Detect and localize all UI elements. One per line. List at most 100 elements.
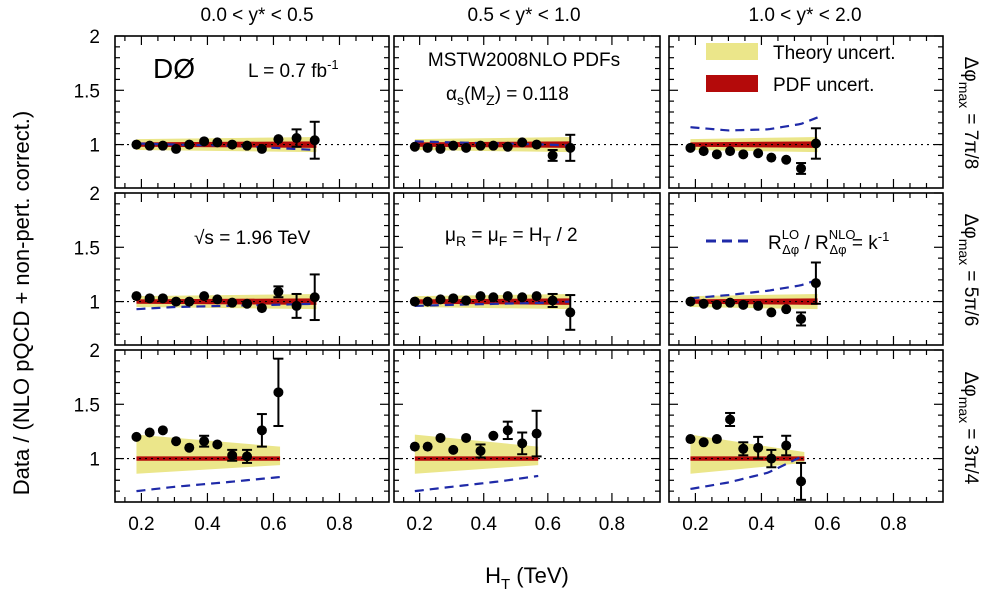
data-point-r2c0-10 (273, 387, 284, 398)
kfactor-line-r1c1 (414, 300, 571, 308)
data-point-r2c1-5 (475, 445, 486, 456)
data-point-r0c0-10 (273, 134, 284, 145)
svg-text:Δφmax = 3π/4: Δφmax = 3π/4 (956, 372, 981, 485)
data-point-r2c0-5 (199, 436, 210, 447)
data-point-r0c1-9 (531, 139, 542, 150)
data-point-r1c1-0 (409, 296, 420, 307)
y-tick-label-r2c0-1: 1.5 (74, 395, 100, 416)
kfactor-line-r1c2 (690, 278, 818, 300)
data-point-r0c1-8 (517, 137, 528, 148)
data-point-r0c1-4 (461, 142, 472, 153)
x-tick-label-r2c1-0: 0.2 (406, 514, 432, 535)
data-point-r0c0-4 (184, 139, 195, 150)
data-point-r0c2-9 (810, 138, 821, 149)
luminosity-label: L = 0.7 fb-1 (248, 57, 339, 82)
x-tick-label-r2c2-2: 0.6 (814, 514, 840, 535)
panel-r0c2 (668, 35, 944, 189)
pdf-band-r2c1 (414, 456, 539, 461)
data-point-r1c2-3 (725, 297, 736, 308)
data-point-r1c1-9 (531, 291, 542, 302)
data-point-r2c1-1 (422, 441, 433, 452)
data-point-r0c2-3 (725, 146, 736, 157)
data-point-r0c0-8 (242, 140, 253, 151)
pdf-band-r0c0 (136, 141, 317, 148)
data-point-r0c1-10 (547, 150, 558, 161)
data-point-r1c2-0 (685, 296, 696, 307)
x-tick-label-r2c0-2: 0.6 (260, 514, 286, 535)
data-point-r1c0-3 (171, 296, 182, 307)
data-point-r0c0-7 (227, 139, 238, 150)
data-point-r0c2-6 (766, 152, 777, 163)
data-point-r2c0-7 (227, 450, 238, 461)
data-point-r0c2-4 (738, 149, 749, 160)
experiment-label: DØ (153, 53, 195, 84)
legend-swatch-theory (706, 43, 758, 60)
data-point-r0c2-7 (781, 154, 792, 165)
y-tick-label-r0c0-2: 1 (89, 136, 100, 157)
panel-r2c1: 0.2 0.4 0.6 0.8 (393, 349, 661, 535)
x-tick-label-r2c1-2: 0.6 (535, 514, 561, 535)
data-point-r0c2-1 (698, 146, 709, 157)
data-point-r2c2-1 (698, 437, 709, 448)
data-point-r0c0-6 (212, 137, 223, 148)
data-point-r0c1-3 (448, 140, 459, 151)
data-point-r2c0-0 (131, 431, 142, 442)
data-point-r1c2-1 (698, 298, 709, 309)
data-point-r2c1-8 (517, 438, 528, 449)
legend-label-kfactor: RLO Δφ / RNLO Δφ = k-1 (768, 227, 889, 257)
y-tick-label-r1c0-2: 1 (89, 293, 100, 314)
y-tick-label-r2c0-2: 1 (89, 450, 100, 471)
data-point-r0c0-0 (131, 139, 142, 150)
data-point-r1c0-2 (157, 293, 168, 304)
panel-frame-r1c0 (114, 192, 390, 346)
x-tick-label-r2c2-0: 0.2 (682, 514, 708, 535)
data-point-r1c1-6 (488, 292, 499, 303)
data-point-r1c1-2 (435, 294, 446, 305)
data-point-r1c1-5 (475, 291, 486, 302)
panel-frame-r1c2 (668, 192, 944, 346)
data-point-r1c2-8 (796, 313, 807, 324)
data-point-r0c0-9 (256, 143, 267, 154)
panel-frame-r2c0 (114, 349, 390, 503)
scale-label: μR = μF = HT / 2 (445, 225, 578, 249)
data-point-r1c2-2 (711, 299, 722, 310)
data-point-r2c2-0 (685, 434, 696, 445)
data-point-r2c1-0 (409, 441, 420, 452)
data-point-r1c1-3 (448, 293, 459, 304)
pdf-band-r1c0 (136, 298, 317, 305)
legend-label-pdf: PDF uncert. (773, 75, 874, 96)
kfactor-line-r2c2 (690, 454, 805, 491)
data-point-r0c0-11 (291, 133, 302, 144)
data-point-r2c2-5 (753, 442, 764, 453)
data-point-r0c0-1 (144, 140, 155, 151)
data-point-r1c0-0 (131, 291, 142, 302)
data-point-r0c2-2 (711, 149, 722, 160)
panel-frame-r2c2 (668, 349, 944, 503)
data-point-r2c1-7 (502, 425, 513, 436)
panel-r1c0: 21.51 (74, 184, 390, 346)
panel-r1c1 (393, 192, 661, 346)
x-tick-label-r2c0-3: 0.8 (326, 514, 352, 535)
data-point-r2c0-9 (256, 425, 267, 436)
data-point-r1c2-6 (766, 307, 777, 318)
data-point-r0c1-0 (409, 141, 420, 152)
data-point-r1c1-11 (565, 307, 576, 318)
row-label-3pi4: Δφmax = 3π/4 (956, 372, 981, 485)
data-point-r2c2-2 (711, 434, 722, 445)
y-tick-label-r1c0-0: 2 (89, 184, 100, 205)
data-point-r2c1-2 (435, 432, 446, 443)
data-point-r0c0-3 (171, 143, 182, 154)
data-point-r0c2-5 (753, 148, 764, 159)
panel-r2c0: 2 1.5 1 0.2 0.4 0.6 0.8 (74, 341, 390, 535)
svg-text:Δφmax = 5π/6: Δφmax = 5π/6 (956, 214, 981, 327)
data-point-r0c1-5 (475, 140, 486, 151)
data-point-r1c1-10 (547, 295, 558, 306)
data-point-r2c0-1 (144, 427, 155, 438)
data-point-r2c2-4 (738, 443, 749, 454)
data-point-r0c2-0 (685, 142, 696, 153)
svg-text:Δφmax = 7π/8: Δφmax = 7π/8 (956, 57, 981, 170)
data-point-r0c0-5 (199, 136, 210, 147)
column-label-1: 0.0 < y* < 0.5 (200, 5, 313, 26)
